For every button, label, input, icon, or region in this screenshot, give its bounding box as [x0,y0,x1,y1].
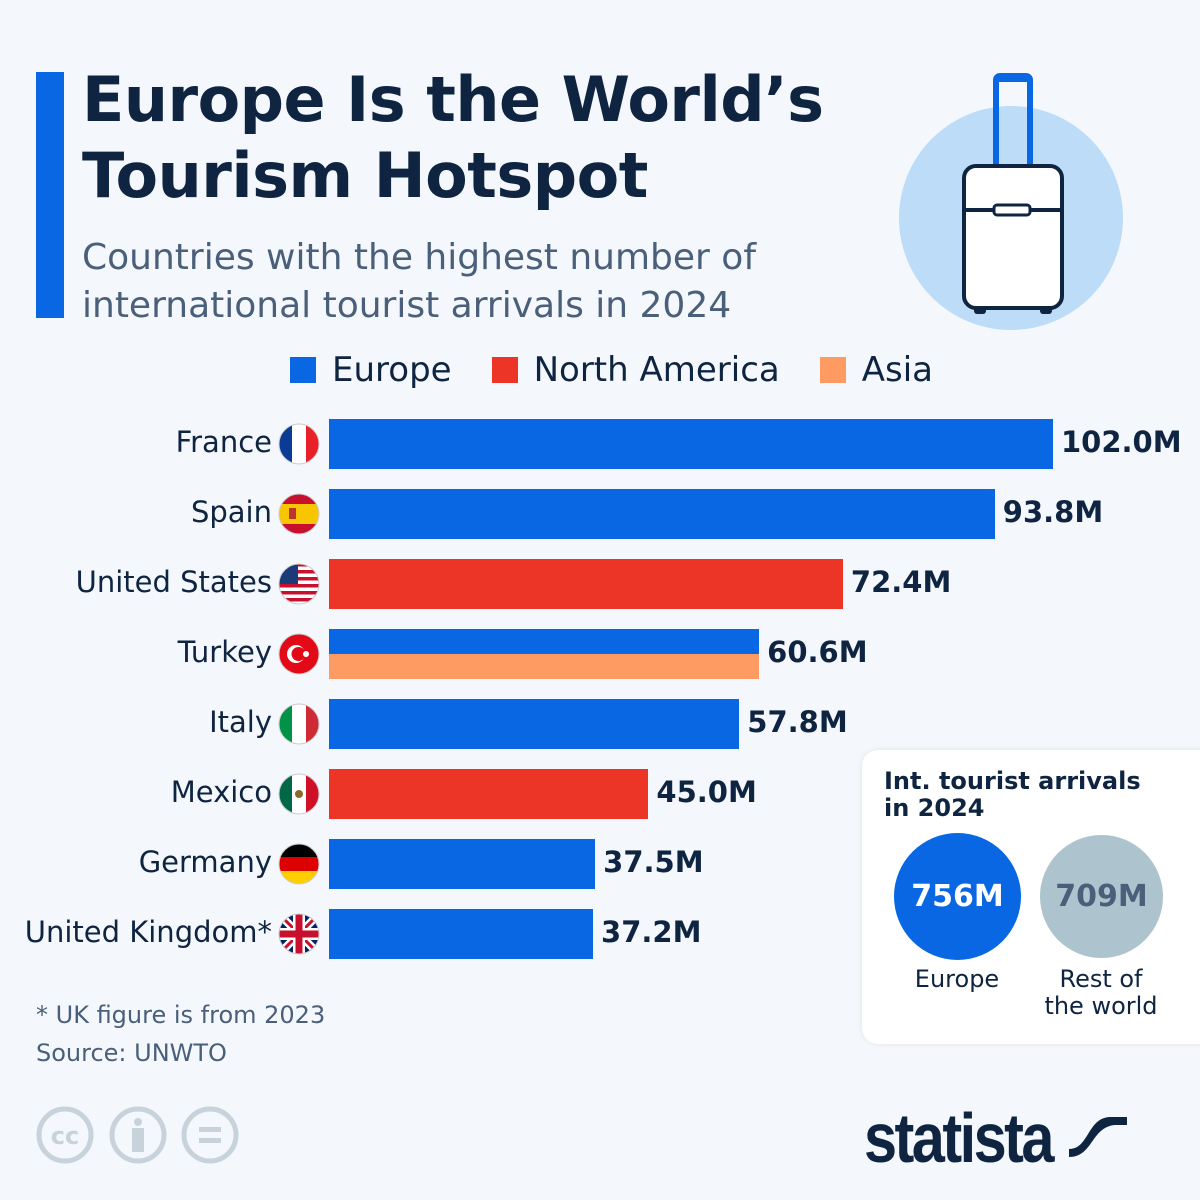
rest-label: Rest of the world [1044,965,1158,1020]
flag-france-icon [278,423,320,465]
bar-europe [329,629,760,654]
value-label: 45.0M [656,775,757,809]
value-label: 57.8M [747,705,848,739]
cc-icon: cc [36,1106,94,1164]
value-label: 72.4M [850,565,952,599]
suitcase-icon [899,73,1123,330]
bar-north-america [329,559,843,609]
attribution-icon [109,1106,167,1164]
category-label: Mexico [170,775,272,809]
category-label: Turkey [177,635,272,669]
subtitle: Countries with the highest number of inte… [82,237,756,326]
source: Source: UNWTO [36,1039,227,1067]
europe-label: Europe [914,965,1000,993]
statista-logo[interactable]: statista [864,1098,1128,1178]
bar-europe [329,419,1053,469]
bar-europe [329,699,740,749]
category-label: Germany [138,845,272,879]
license-icons[interactable]: cc [36,1106,242,1166]
category-label: Spain [190,495,272,529]
bar-europe [329,839,596,889]
summary-box: Int. tourist arrivals in 2024 756M 709M E… [862,750,1200,1044]
bar-europe [329,909,594,959]
category-label: Italy [209,705,272,739]
category-label: United Kingdom* [24,915,272,949]
category-label: United States [75,565,272,599]
legend-north-america: North America [491,350,780,390]
flag-germany-icon [278,843,320,885]
category-label: France [175,425,272,459]
value-label: 93.8M [1002,495,1104,529]
europe-circle: 756M [894,833,1021,960]
rest-circle: 709M [1040,835,1163,958]
value-label: 60.6M [767,635,868,669]
legend: Europe North America Asia [290,350,933,390]
value-label: 102.0M [1061,425,1182,459]
flag-usa-icon [278,563,320,605]
legend-asia: Asia [819,350,933,390]
flag-turkey-icon [278,633,320,675]
statista-mark-icon [1069,1109,1128,1167]
no-derivatives-icon [181,1106,239,1164]
value-label: 37.2M [601,915,702,949]
legend-europe: Europe [290,350,452,390]
bar-europe [329,489,995,539]
summary-title: Int. tourist arrivals in 2024 [884,767,1141,822]
page-title: Europe Is the World’s Tourism Hotspot [82,63,824,212]
flag-spain-icon [278,493,320,535]
flag-mexico-icon [278,773,320,815]
footnote: * UK figure is from 2023 [36,1001,326,1029]
flag-uk-icon [278,913,320,955]
bar-north-america [329,769,649,819]
value-label: 37.5M [603,845,704,879]
title-accent-bar [36,72,64,318]
bar-asia [329,654,760,679]
svg-text:cc: cc [51,1122,79,1150]
flag-italy-icon [278,703,320,745]
